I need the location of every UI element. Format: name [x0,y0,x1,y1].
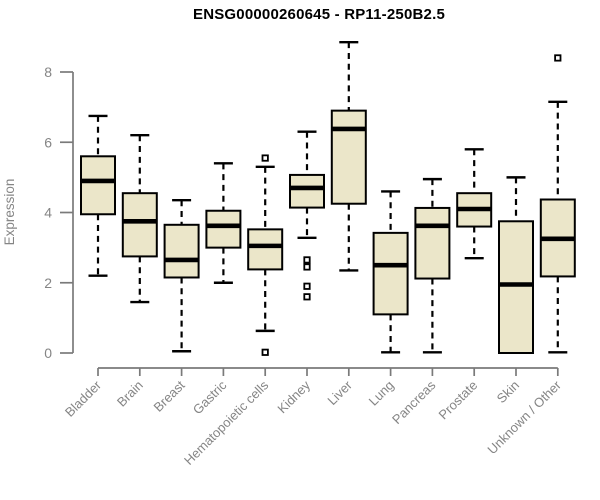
iqr-box [414,206,451,280]
boxplot-lung [372,190,409,354]
x-label-bladder: Bladder [62,377,105,420]
x-label-lung: Lung [366,378,397,409]
boxplot-prostate [456,148,493,260]
x-label-kidney: Kidney [274,377,313,416]
outlier-point [303,293,311,301]
iqr-box [205,209,242,249]
x-label-skin: Skin [494,378,522,406]
y-axis: 0 2 4 6 8 [44,64,74,361]
iqr-box [372,231,409,316]
chart-title: ENSG00000260645 - RP11-250B2.5 [192,6,445,23]
iqr-box [80,155,116,216]
outlier-point [261,348,269,356]
x-label-breast: Breast [151,377,188,414]
outlier-point [303,282,311,290]
boxplot-skin [498,176,534,354]
boxplot-unknown-other [539,54,576,354]
iqr-box [121,192,158,258]
boxplot-hematopoietic-cells [247,154,284,356]
outlier-point [303,263,311,271]
box-series [80,40,576,356]
y-tick-label-2: 2 [44,275,52,291]
iqr-box [163,223,200,279]
boxplot-bladder [80,114,116,277]
iqr-box [498,220,534,354]
outlier-point [261,154,269,162]
y-tick-label-8: 8 [44,64,52,80]
x-label-prostate: Prostate [435,378,480,423]
iqr-box [247,228,284,271]
y-tick-label-0: 0 [44,345,52,361]
boxplot-breast [163,199,200,353]
boxplot-kidney [289,130,325,301]
x-label-unknown-other: Unknown / Other [484,377,564,457]
y-axis-label: Expression [2,179,17,246]
x-label-pancreas: Pancreas [389,377,439,427]
x-label-gastric: Gastric [190,377,230,417]
outlier-point [303,256,311,264]
y-tick-label-4: 4 [44,205,52,221]
iqr-box [289,173,325,209]
boxplot-gastric [205,162,242,284]
outlier-point [554,54,562,62]
boxplot-brain [121,134,158,304]
iqr-box [330,109,367,205]
boxplot-liver [330,40,367,272]
boxplot-pancreas [414,177,451,354]
x-label-liver: Liver [324,377,355,408]
x-label-brain: Brain [114,378,146,410]
y-tick-label-6: 6 [44,134,52,150]
